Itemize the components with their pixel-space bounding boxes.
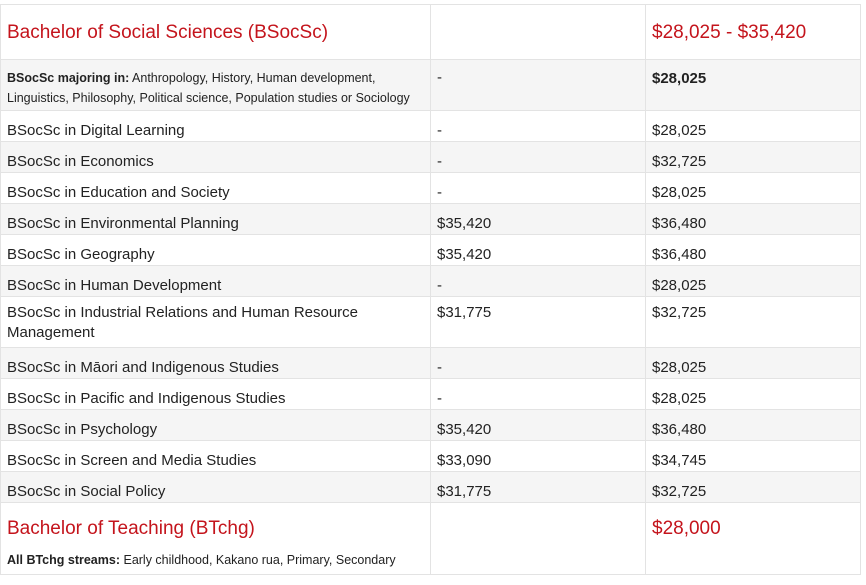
table-row: BSocSc in Pacific and Indigenous Studies… — [0, 378, 861, 410]
majors-list: Anthropology, History, Human development… — [7, 71, 410, 105]
fee: $36,480 — [645, 203, 861, 235]
mid-fee: $33,090 — [430, 440, 646, 472]
section-title: Bachelor of Social Sciences (BSocSc) — [0, 4, 431, 60]
empty-cell — [430, 4, 646, 60]
mid-fee: - — [430, 265, 646, 297]
table-row: BSocSc in Psychology $35,420 $36,480 — [0, 409, 861, 441]
section-header-row: Bachelor of Teaching (BTchg) $28,000 — [0, 502, 861, 549]
majors-label: BSocSc majoring in: — [7, 71, 130, 85]
table-row: BSocSc in Education and Society - $28,02… — [0, 172, 861, 204]
fee: $32,725 — [645, 471, 861, 503]
section-fee-range: $28,025 - $35,420 — [645, 4, 861, 60]
empty-cell — [430, 548, 646, 575]
programme-name: BSocSc in Geography — [0, 234, 431, 266]
majors-description: BSocSc majoring in: Anthropology, Histor… — [0, 59, 431, 111]
programme-name: BSocSc in Digital Learning — [0, 110, 431, 142]
programme-name: BSocSc in Human Development — [0, 265, 431, 297]
programme-name: BSocSc in Pacific and Indigenous Studies — [0, 378, 431, 410]
table-row: BSocSc in Screen and Media Studies $33,0… — [0, 440, 861, 472]
mid-fee: $31,775 — [430, 471, 646, 503]
mid-fee: - — [430, 110, 646, 142]
programme-name: BSocSc in Māori and Indigenous Studies — [0, 347, 431, 379]
programme-name: BSocSc in Industrial Relations and Human… — [0, 296, 431, 348]
fee: $34,745 — [645, 440, 861, 472]
table-row: BSocSc in Environmental Planning $35,420… — [0, 203, 861, 235]
programme-name: BSocSc in Education and Society — [0, 172, 431, 204]
table-row: BSocSc in Digital Learning - $28,025 — [0, 110, 861, 142]
mid-fee: - — [430, 378, 646, 410]
fee: $28,025 — [645, 110, 861, 142]
fee: $28,025 — [645, 265, 861, 297]
majors-row: BSocSc majoring in: Anthropology, Histor… — [0, 59, 861, 111]
mid-fee: - — [430, 347, 646, 379]
table-row: BSocSc in Industrial Relations and Human… — [0, 296, 861, 348]
empty-cell — [645, 548, 861, 575]
programme-name: BSocSc in Psychology — [0, 409, 431, 441]
fee: $36,480 — [645, 409, 861, 441]
table-row: BSocSc in Economics - $32,725 — [0, 141, 861, 173]
mid-fee: - — [430, 172, 646, 204]
mid-fee: - — [430, 141, 646, 173]
majors-mid-fee: - — [430, 59, 646, 111]
section-fee: $28,000 — [645, 502, 861, 549]
programme-name: BSocSc in Economics — [0, 141, 431, 173]
table-row: BSocSc in Geography $35,420 $36,480 — [0, 234, 861, 266]
table-row: BSocSc in Māori and Indigenous Studies -… — [0, 347, 861, 379]
fee: $32,725 — [645, 296, 861, 348]
streams-label: All BTchg streams: — [7, 552, 120, 567]
fees-table: Bachelor of Social Sciences (BSocSc) $28… — [0, 4, 861, 575]
programme-name: BSocSc in Environmental Planning — [0, 203, 431, 235]
section-title: Bachelor of Teaching (BTchg) — [0, 502, 431, 549]
streams-description: All BTchg streams: Early childhood, Kaka… — [0, 548, 431, 575]
fee: $28,025 — [645, 347, 861, 379]
fee: $28,025 — [645, 172, 861, 204]
mid-fee: $35,420 — [430, 234, 646, 266]
streams-list: Early childhood, Kakano rua, Primary, Se… — [123, 552, 396, 567]
fee: $36,480 — [645, 234, 861, 266]
mid-fee: $35,420 — [430, 409, 646, 441]
table-row: BSocSc in Social Policy $31,775 $32,725 — [0, 471, 861, 503]
mid-fee: $31,775 — [430, 296, 646, 348]
empty-cell — [430, 502, 646, 549]
programme-name: BSocSc in Social Policy — [0, 471, 431, 503]
mid-fee: $35,420 — [430, 203, 646, 235]
table-row: BSocSc in Human Development - $28,025 — [0, 265, 861, 297]
streams-row: All BTchg streams: Early childhood, Kaka… — [0, 548, 861, 575]
majors-fee: $28,025 — [645, 59, 861, 111]
programme-name: BSocSc in Screen and Media Studies — [0, 440, 431, 472]
fee: $28,025 — [645, 378, 861, 410]
fee: $32,725 — [645, 141, 861, 173]
section-header-row: Bachelor of Social Sciences (BSocSc) $28… — [0, 4, 861, 60]
